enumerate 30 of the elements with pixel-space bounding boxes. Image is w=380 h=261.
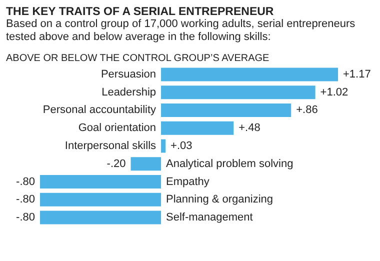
y-tick-label: Goal orientation [78, 122, 156, 134]
chart-title: THE KEY TRAITS OF A SERIAL ENTREPRENEUR [6, 6, 275, 18]
data-label: -.80 [16, 194, 35, 206]
y-tick-label: Interpersonal skills [64, 140, 157, 152]
bar [40, 192, 162, 206]
data-label: -.80 [16, 176, 35, 188]
bar [40, 175, 162, 188]
y-tick-label: Self-management [166, 212, 253, 224]
y-tick-label: Empathy [166, 176, 210, 188]
y-tick-label: Leadership [102, 86, 156, 98]
bar [161, 68, 338, 82]
data-label: +1.17 [343, 68, 371, 80]
chart-subtitle: Based on a control group of 17,000 working adults, serial entrepreneurs tested above and below average in the following skills: [6, 18, 356, 44]
data-label: +.48 [238, 122, 260, 134]
data-label: +.03 [170, 140, 192, 152]
data-label: -.20 [106, 158, 126, 170]
y-tick-label: Personal accountability [42, 104, 157, 116]
bar [161, 86, 316, 100]
y-tick-label: Planning & organizing [166, 194, 274, 206]
bar [161, 139, 166, 153]
y-tick-label: Persuasion [100, 68, 156, 80]
data-label: +1.02 [320, 86, 348, 98]
y-tick-label: Analytical problem solving [166, 158, 294, 170]
data-label: +.86 [296, 104, 318, 116]
bar [130, 157, 162, 171]
bar [161, 104, 292, 117]
data-label: -.80 [16, 212, 35, 224]
bar [161, 121, 234, 135]
bar [40, 210, 162, 224]
text: ABOVE OR BELOW THE CONTROL GROUP’S AVERAGE [6, 53, 270, 64]
